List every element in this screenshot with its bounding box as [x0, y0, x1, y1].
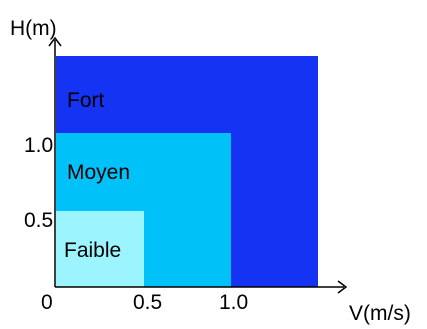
y-axis-title: H(m)	[10, 17, 57, 40]
y-tick-1.0: 1.0	[24, 134, 53, 157]
x-tick-1.0: 1.0	[219, 291, 248, 314]
zone-faible	[56, 211, 144, 287]
x-axis-title: V(m/s)	[349, 302, 411, 325]
x-tick-0.5: 0.5	[133, 291, 162, 314]
zone-label-faible: Faible	[64, 239, 121, 262]
zone-label-fort: Fort	[67, 89, 105, 112]
y-tick-0.5: 0.5	[24, 209, 53, 232]
x-axis-arrow-icon	[337, 280, 348, 294]
origin-label: 0	[41, 291, 53, 314]
zone-label-moyen: Moyen	[67, 161, 130, 184]
y-axis-arrow-icon	[48, 36, 62, 47]
